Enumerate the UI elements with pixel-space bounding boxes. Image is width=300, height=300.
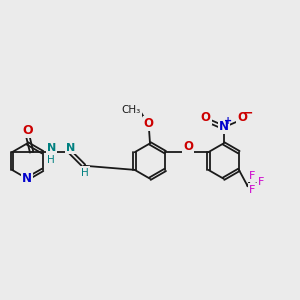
Text: F: F: [249, 170, 256, 181]
Text: H: H: [81, 168, 89, 178]
Text: O: O: [201, 111, 211, 124]
Text: O: O: [237, 111, 247, 124]
Text: N: N: [66, 143, 75, 153]
Text: O: O: [144, 117, 154, 130]
Text: F: F: [249, 184, 256, 194]
Text: N: N: [46, 143, 56, 153]
Text: O: O: [183, 140, 193, 153]
Text: N: N: [22, 172, 32, 185]
Text: CH₃: CH₃: [121, 105, 140, 115]
Text: +: +: [224, 116, 232, 126]
Text: −: −: [243, 107, 254, 120]
Text: H: H: [47, 154, 55, 165]
Text: F: F: [258, 177, 264, 187]
Text: O: O: [22, 124, 32, 137]
Text: N: N: [219, 120, 229, 133]
